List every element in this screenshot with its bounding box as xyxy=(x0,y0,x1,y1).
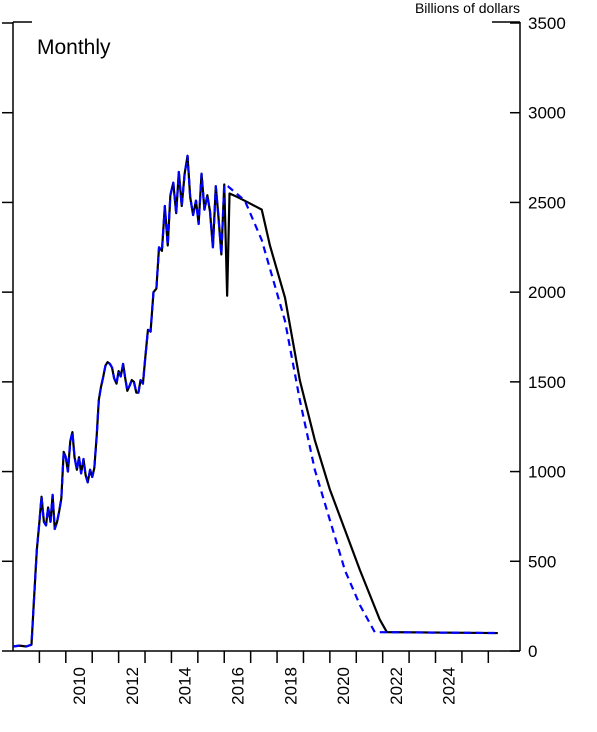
x-tick-label: 2010 xyxy=(70,667,89,705)
y-tick-label: 1500 xyxy=(528,373,566,392)
annotation: Monthly xyxy=(37,36,111,59)
y-tick-label: 0 xyxy=(528,642,537,661)
y-axis-label: Billions of dollars xyxy=(415,0,520,16)
x-tick-label: 2022 xyxy=(387,667,406,705)
y-tick-label: 3000 xyxy=(528,104,566,123)
y-tick-label: 3500 xyxy=(528,14,566,33)
y-tick-label: 500 xyxy=(528,552,556,571)
series-line xyxy=(12,154,498,648)
x-tick-label: 2020 xyxy=(334,667,353,705)
y-tick-label: 2000 xyxy=(528,283,566,302)
x-tick-label: 2018 xyxy=(281,667,300,705)
x-tick-label: 2014 xyxy=(176,667,195,705)
x-tick-label: 2012 xyxy=(123,667,142,705)
series-line xyxy=(12,154,498,648)
y-tick-label: 1000 xyxy=(528,463,566,482)
x-tick-label: 2024 xyxy=(440,667,459,705)
y-tick-label: 2500 xyxy=(528,193,566,212)
x-tick-label: 2016 xyxy=(228,667,247,705)
frame xyxy=(12,21,521,652)
